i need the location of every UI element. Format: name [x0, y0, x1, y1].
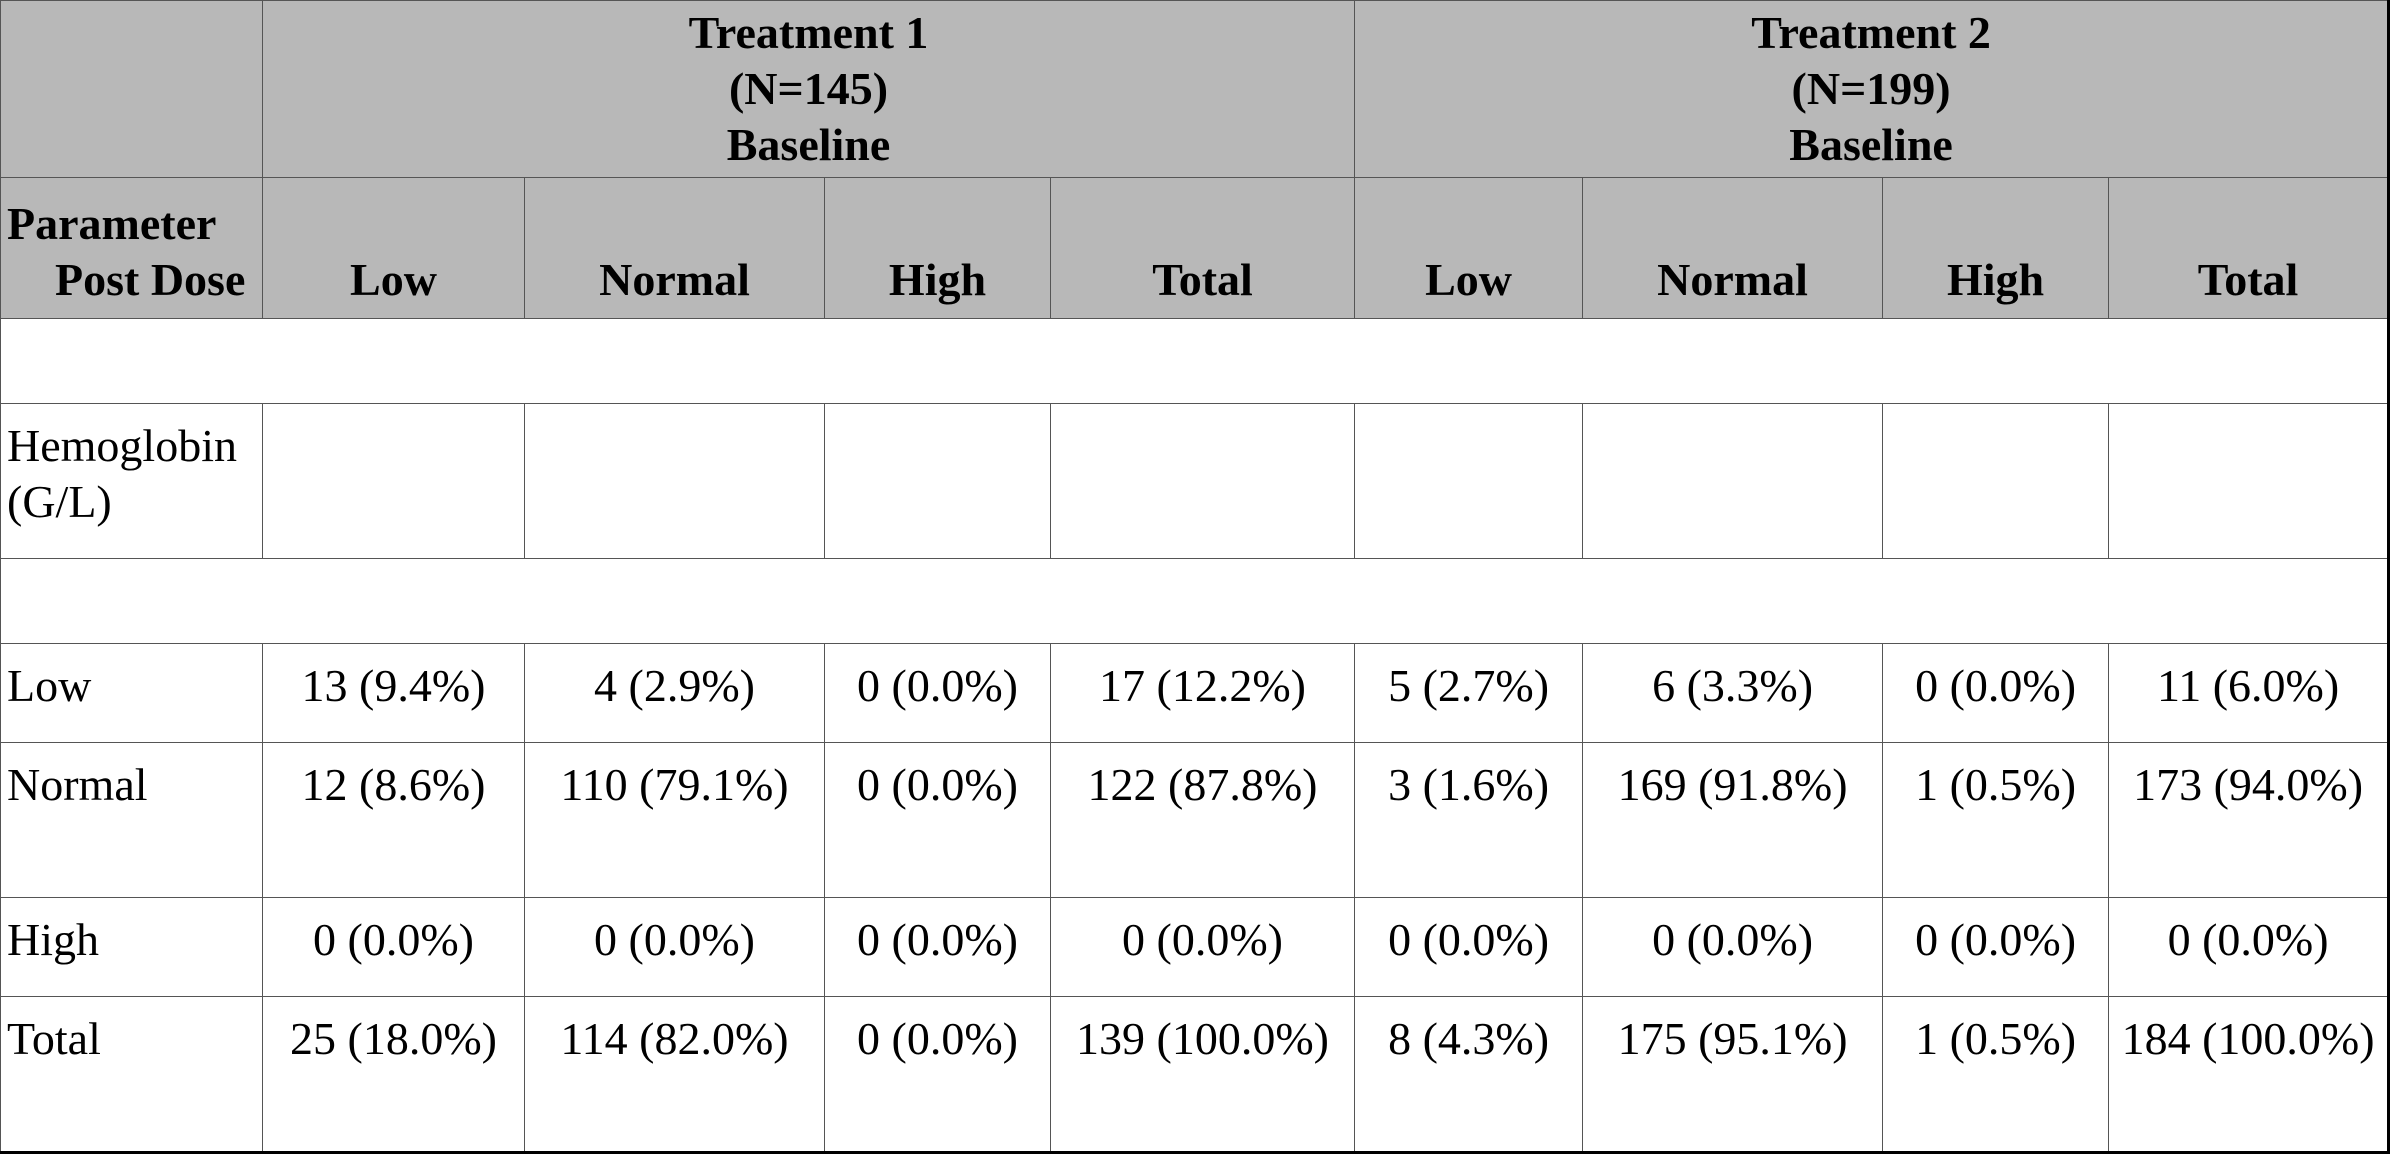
table-cell: 122 (87.8%): [1049, 742, 1356, 898]
table-cell: 0 (0.0%): [1882, 897, 2110, 997]
table-row-total: Total 25 (18.0%) 114 (82.0%) 0 (0.0%) 13…: [0, 996, 2391, 1154]
spacer-cell: [1050, 318, 1355, 404]
table-cell: 1 (0.5%): [1882, 742, 2110, 898]
group-name: Treatment 1: [688, 7, 929, 58]
spacer-row: [0, 558, 2391, 644]
empty-cell: [1049, 403, 1356, 559]
table-row-normal: Normal 12 (8.6%) 110 (79.1%) 0 (0.0%) 12…: [0, 742, 2391, 898]
table-cell: 8 (4.3%): [1354, 996, 1584, 1154]
column-header: High: [824, 177, 1051, 319]
spacer-cell: [1354, 558, 1583, 644]
table-cell: 0 (0.0%): [2108, 897, 2391, 997]
spacer-cell: [1354, 318, 1583, 404]
spacer-cell: [0, 318, 263, 404]
row-label: Total: [0, 996, 263, 1154]
column-header: Total: [2108, 177, 2391, 319]
table-cell: 5 (2.7%): [1354, 643, 1584, 743]
table-cell: 12 (8.6%): [262, 742, 525, 898]
spacer-cell: [824, 558, 1051, 644]
spacer-cell: [262, 558, 525, 644]
spacer-cell: [1882, 558, 2109, 644]
group-sub: Baseline: [1789, 119, 1953, 170]
table-cell: 4 (2.9%): [524, 643, 825, 743]
empty-cell: [524, 403, 825, 559]
empty-cell: [2108, 403, 2391, 559]
table-cell: 6 (3.3%): [1582, 643, 1884, 743]
group-sub: Baseline: [726, 119, 891, 170]
table-cell: 0 (0.0%): [1582, 897, 1884, 997]
parameter-header-line1: Parameter: [7, 198, 217, 249]
parameter-header-line2: Post Dose: [55, 254, 246, 305]
parameter-row: Hemoglobin (G/L): [0, 403, 2391, 559]
table-cell: 0 (0.0%): [824, 742, 1051, 898]
table-cell: 173 (94.0%): [2108, 742, 2391, 898]
group-n: (N=199): [1791, 63, 1951, 114]
parameter-header: Parameter Post Dose: [0, 177, 263, 319]
table-cell: 0 (0.0%): [1354, 897, 1584, 997]
spacer-cell: [2108, 558, 2391, 644]
spacer-cell: [262, 318, 525, 404]
table-cell: 0 (0.0%): [1882, 643, 2110, 743]
empty-cell: [1582, 403, 1884, 559]
spacer-cell: [1582, 318, 1883, 404]
group-header-treatment-1: Treatment 1 (N=145) Baseline: [261, 0, 1356, 178]
table-cell: 13 (9.4%): [262, 643, 525, 743]
column-header: Normal: [1582, 177, 1884, 319]
empty-cell: [1882, 403, 2110, 559]
group-n: (N=145): [728, 63, 889, 114]
spacer-cell: [1582, 558, 1883, 644]
parameter-label: Hemoglobin (G/L): [0, 403, 263, 559]
row-label: Low: [0, 643, 263, 743]
group-header-treatment-2: Treatment 2 (N=199) Baseline: [1354, 0, 2391, 178]
table-cell: 175 (95.1%): [1582, 996, 1884, 1154]
table-cell: 0 (0.0%): [1049, 897, 1356, 997]
row-label: High: [0, 897, 263, 997]
row-label: Normal: [0, 742, 263, 898]
table-cell: 3 (1.6%): [1354, 742, 1584, 898]
corner-cell: [0, 0, 263, 178]
spacer-cell: [524, 558, 825, 644]
parameter-name: Hemoglobin: [7, 420, 237, 471]
parameter-unit: (G/L): [7, 476, 112, 527]
table-cell: 139 (100.0%): [1049, 996, 1356, 1154]
group-header-row: Treatment 1 (N=145) Baseline Treatment 2…: [0, 0, 2391, 178]
table-cell: 0 (0.0%): [824, 996, 1051, 1154]
spacer-row: [0, 318, 2391, 404]
table-cell: 169 (91.8%): [1582, 742, 1884, 898]
table-cell: 0 (0.0%): [824, 897, 1051, 997]
column-header: High: [1882, 177, 2110, 319]
empty-cell: [262, 403, 525, 559]
spacer-cell: [524, 318, 825, 404]
table-row-low: Low 13 (9.4%) 4 (2.9%) 0 (0.0%) 17 (12.2…: [0, 643, 2391, 743]
table-cell: 25 (18.0%): [262, 996, 525, 1154]
table-cell: 11 (6.0%): [2108, 643, 2391, 743]
table-row-high: High 0 (0.0%) 0 (0.0%) 0 (0.0%) 0 (0.0%)…: [0, 897, 2391, 997]
spacer-cell: [0, 558, 263, 644]
table-cell: 0 (0.0%): [824, 643, 1051, 743]
column-header-row: Parameter Post Dose Low Normal High Tota…: [0, 177, 2391, 319]
table-cell: 184 (100.0%): [2108, 996, 2391, 1154]
column-header: Normal: [524, 177, 825, 319]
table-cell: 114 (82.0%): [524, 996, 825, 1154]
table-cell: 17 (12.2%): [1049, 643, 1356, 743]
spacer-cell: [1050, 558, 1355, 644]
column-header: Total: [1049, 177, 1356, 319]
spacer-cell: [1882, 318, 2109, 404]
empty-cell: [1354, 403, 1584, 559]
spacer-cell: [824, 318, 1051, 404]
table-cell: 0 (0.0%): [262, 897, 525, 997]
column-header: Low: [262, 177, 525, 319]
table-cell: 110 (79.1%): [524, 742, 825, 898]
group-name: Treatment 2: [1751, 7, 1991, 58]
table-cell: 0 (0.0%): [524, 897, 825, 997]
empty-cell: [824, 403, 1051, 559]
spacer-cell: [2108, 318, 2391, 404]
column-header: Low: [1354, 177, 1584, 319]
table-cell: 1 (0.5%): [1882, 996, 2110, 1154]
